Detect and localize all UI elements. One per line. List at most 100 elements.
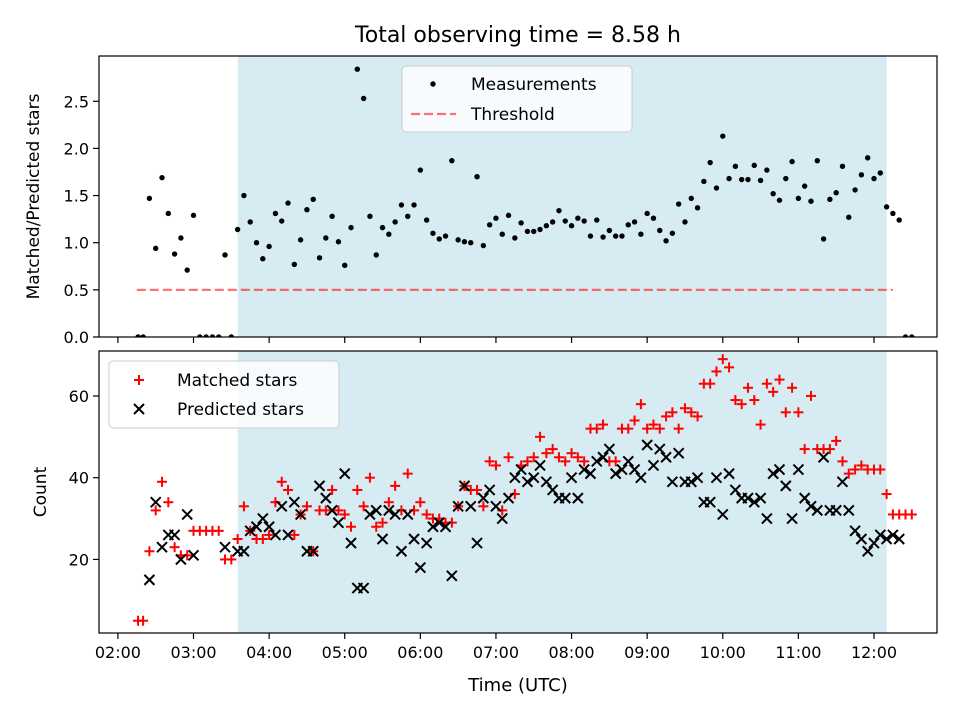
- predicted-star-marker: [502, 492, 515, 504]
- matched-star-marker: [667, 407, 678, 418]
- matched-star-marker: [264, 529, 275, 540]
- predicted-star-marker: [263, 521, 275, 533]
- predicted-star-marker: [849, 525, 861, 537]
- predicted-star-marker: [628, 463, 641, 476]
- predicted-star-marker-b: [452, 500, 464, 513]
- measurement-point: [493, 215, 499, 221]
- matched-star-marker: [591, 423, 602, 434]
- predicted-star-marker: [339, 467, 351, 480]
- predicted-star-marker: [874, 529, 887, 541]
- measurement-point: [732, 163, 739, 170]
- matched-star-marker: [301, 501, 312, 512]
- predicted-star-marker: [641, 439, 653, 451]
- predicted-star-marker: [244, 525, 256, 537]
- matched-star-marker: [157, 476, 168, 487]
- measurement-point: [575, 215, 581, 221]
- matched-star-marker: [390, 480, 401, 491]
- predicted-star-marker: [729, 484, 742, 496]
- predicted-star-marker: [811, 504, 823, 517]
- predicted-star-marker: [326, 504, 338, 517]
- predicted-star-marker-b: [471, 537, 483, 549]
- predicted-star-marker: [168, 529, 181, 541]
- predicted-star-marker: [597, 451, 609, 463]
- predicted-star-marker-b: [276, 500, 288, 513]
- measurement-point: [581, 218, 587, 224]
- x-tick-label: 02:00: [95, 643, 141, 662]
- matched-star-marker: [320, 505, 331, 516]
- predicted-star-marker: [257, 512, 269, 525]
- predicted-star-marker: [880, 533, 893, 545]
- predicted-star-marker-b: [465, 500, 477, 513]
- matched-star-marker: [579, 456, 590, 467]
- predicted-star-marker-b: [383, 504, 395, 517]
- predicted-star-marker: [609, 467, 622, 480]
- predicted-star-marker: [893, 533, 905, 545]
- predicted-star-marker: [458, 480, 471, 492]
- predicted-star-marker: [742, 492, 754, 504]
- matched-star-marker: [673, 423, 684, 434]
- top-data-layer: [135, 66, 915, 337]
- predicted-star-marker-b: [168, 529, 181, 541]
- predicted-star-marker-b: [654, 443, 666, 455]
- legend-predicted-marker-b: [133, 403, 145, 415]
- predicted-star-marker-b: [559, 492, 571, 504]
- matched-star-marker: [717, 354, 728, 365]
- matched-star-marker: [478, 501, 489, 512]
- predicted-star-marker-b: [691, 471, 704, 484]
- measurement-point: [701, 178, 707, 185]
- measurement-point: [135, 334, 141, 337]
- predicted-star-marker-b: [597, 451, 609, 463]
- measurement-point: [650, 215, 657, 221]
- chart-title: Total observing time = 8.58 h: [354, 23, 681, 48]
- matched-star-marker: [339, 509, 350, 520]
- top-y-tick-label: 0.5: [64, 281, 89, 300]
- predicted-star-marker: [660, 451, 672, 463]
- predicted-star-marker: [559, 492, 571, 504]
- predicted-star-marker-b: [288, 496, 301, 508]
- matched-star-marker: [837, 456, 848, 467]
- predicted-star-marker-b: [805, 500, 817, 513]
- measurement-point: [398, 202, 405, 208]
- measurement-point: [738, 176, 745, 183]
- predicted-star-marker-b: [269, 529, 282, 541]
- measurement-point: [140, 334, 146, 337]
- measurement-point: [783, 175, 789, 182]
- measurement-point: [625, 222, 631, 228]
- measurement-point: [442, 233, 449, 239]
- predicted-star-marker-b: [187, 549, 200, 562]
- matched-star-marker: [730, 395, 741, 406]
- predicted-star-marker-b: [156, 541, 168, 553]
- matched-star-marker: [642, 423, 653, 434]
- matched-star-marker: [383, 497, 394, 508]
- measurement-point: [562, 218, 568, 224]
- measurement-point: [537, 226, 543, 233]
- predicted-star-marker: [383, 504, 395, 517]
- measurement-point: [694, 205, 701, 211]
- predicted-star-marker-b: [528, 471, 540, 484]
- predicted-star-marker: [710, 471, 723, 484]
- measurement-point: [612, 233, 619, 239]
- top-legend: Measurements Threshold: [401, 65, 633, 133]
- predicted-star-marker: [572, 492, 584, 504]
- predicted-star-marker-b: [446, 570, 458, 582]
- top-y-axis-label: Matched/Predicted stars: [24, 93, 44, 299]
- measurement-point: [159, 174, 165, 181]
- predicted-star-marker-b: [244, 525, 256, 537]
- measurement-point: [335, 239, 342, 245]
- bottom-data-layer: [133, 354, 917, 626]
- matched-star-marker: [566, 448, 577, 459]
- measurement-point: [486, 222, 493, 228]
- predicted-star-marker-b: [483, 484, 496, 496]
- measurement-point: [468, 240, 474, 246]
- measurement-point: [688, 195, 694, 202]
- predicted-star-marker-b: [572, 492, 584, 504]
- matched-star-marker: [415, 497, 426, 508]
- measurement-point: [543, 223, 550, 229]
- predicted-star-marker: [855, 533, 868, 545]
- bottom-y-axis-label: Count: [31, 466, 51, 517]
- predicted-star-marker-b: [880, 533, 893, 545]
- predicted-star-marker: [780, 480, 792, 492]
- predicted-star-marker: [887, 529, 899, 541]
- measurement-point: [606, 227, 613, 234]
- measurement-point: [638, 231, 644, 237]
